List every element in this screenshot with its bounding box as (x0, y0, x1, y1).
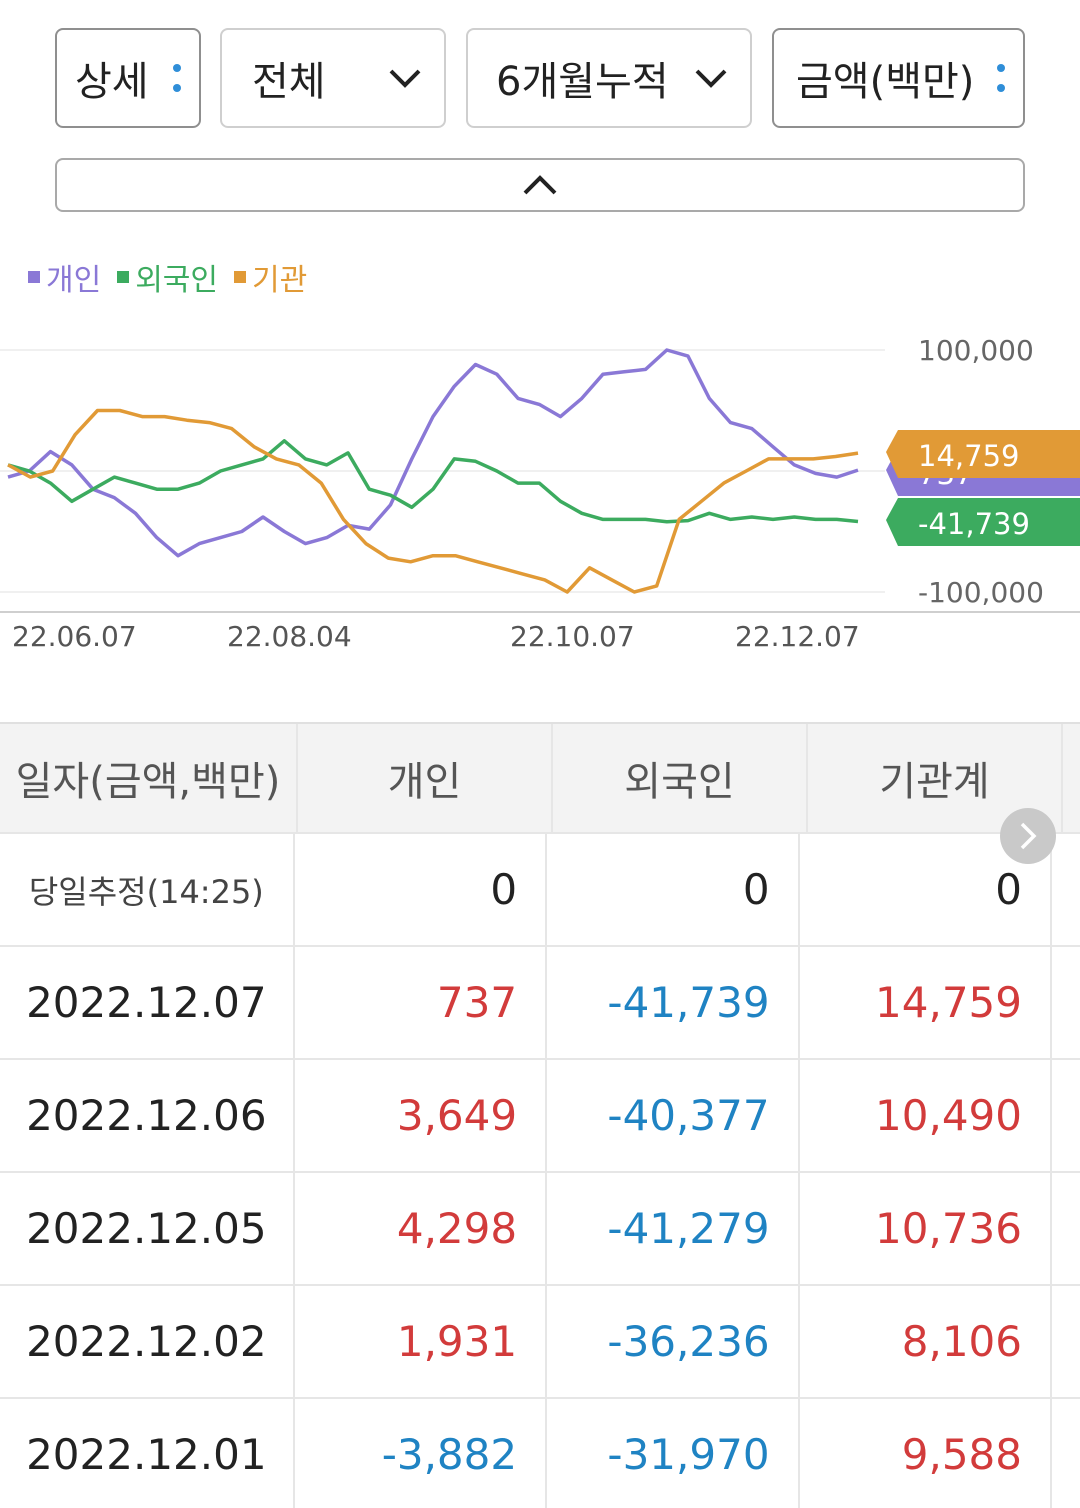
price-tag-foreign-bg (886, 498, 1080, 546)
row-institution: 10,736 (800, 1173, 1052, 1284)
row-individual: 1,931 (295, 1286, 548, 1397)
legend-item-foreign[interactable]: 외국인 (117, 255, 218, 299)
row-individual: 4,298 (295, 1173, 548, 1284)
estimate-institution: 0 (800, 834, 1052, 945)
row-spacer (1052, 1399, 1080, 1508)
investor-table: 일자(금액,백만) 개인 외국인 기관계 당일추정(14:25) 0 0 0 2… (0, 722, 1080, 1508)
more-dots-icon (995, 60, 1005, 96)
scope-dropdown[interactable]: 전체 (220, 28, 446, 128)
legend-label: 외국인 (135, 263, 219, 298)
collapse-chart-button[interactable] (55, 158, 1025, 212)
row-institution: 8,106 (800, 1286, 1052, 1397)
row-spacer (1052, 1173, 1080, 1284)
scroll-right-button[interactable] (1000, 808, 1056, 864)
legend-swatch (28, 271, 40, 283)
table-header: 일자(금액,백만) 개인 외국인 기관계 (0, 722, 1080, 834)
table-row: 2022.12.01 -3,882 -31,970 9,588 (0, 1399, 1080, 1508)
estimate-foreign: 0 (547, 834, 800, 945)
more-dots-icon (171, 60, 181, 96)
series-line-0 (7, 348, 859, 558)
detail-dropdown[interactable]: 상세 (55, 28, 201, 128)
chart-legend: 개인 외국인 기관 (28, 255, 307, 299)
row-individual: -3,882 (295, 1399, 548, 1508)
row-foreign: -41,739 (547, 947, 800, 1058)
row-foreign: -40,377 (547, 1060, 800, 1171)
row-spacer (1052, 834, 1080, 945)
scope-dropdown-label: 전체 (252, 59, 326, 105)
legend-item-institution[interactable]: 기관 (234, 255, 307, 299)
y-tick-label: 100,000 (918, 334, 1034, 367)
row-institution: 14,759 (800, 947, 1052, 1058)
table-row-estimate: 당일추정(14:25) 0 0 0 (0, 834, 1080, 947)
price-tag-institution-label: 14,759 (918, 439, 1019, 473)
legend-label: 개인 (46, 263, 102, 298)
row-foreign: -31,970 (547, 1399, 800, 1508)
investor-trend-chart[interactable]: 100,000 -100,000 22.06.07 22.08.04 22.10.07 2… (0, 300, 1080, 660)
estimate-label: 당일추정(14:25) (0, 834, 295, 945)
row-spacer (1052, 947, 1080, 1058)
unit-dropdown-label: 금액(백만) (796, 59, 975, 105)
header-institution[interactable]: 기관계 (808, 724, 1063, 832)
row-date: 2022.12.06 (0, 1060, 295, 1171)
series-line-2 (7, 408, 859, 594)
row-institution: 9,588 (800, 1399, 1052, 1508)
detail-dropdown-label: 상세 (75, 59, 149, 105)
row-spacer (1052, 1060, 1080, 1171)
row-foreign: -41,279 (547, 1173, 800, 1284)
unit-dropdown[interactable]: 금액(백만) (772, 28, 1025, 128)
chevron-down-icon (389, 69, 421, 88)
row-date: 2022.12.07 (0, 947, 295, 1058)
header-foreign[interactable]: 외국인 (553, 724, 808, 832)
header-spacer (1063, 724, 1080, 832)
legend-swatch (117, 271, 130, 283)
row-date: 2022.12.01 (0, 1399, 295, 1508)
row-foreign: -36,236 (547, 1286, 800, 1397)
row-date: 2022.12.02 (0, 1286, 295, 1397)
period-dropdown-label: 6개월누적 (496, 59, 669, 105)
table-row: 2022.12.05 4,298 -41,279 10,736 (0, 1173, 1080, 1286)
row-institution: 10,490 (800, 1060, 1052, 1171)
legend-swatch (234, 271, 247, 283)
estimate-individual: 0 (295, 834, 548, 945)
legend-label: 기관 (252, 263, 308, 298)
filter-bar: 상세 전체 6개월누적 금액(백만) (55, 28, 1025, 128)
x-tick-label: 22.10.07 (510, 620, 635, 653)
row-individual: 3,649 (295, 1060, 548, 1171)
chevron-right-icon (1020, 822, 1037, 850)
chevron-up-icon (523, 175, 557, 195)
row-date: 2022.12.05 (0, 1173, 295, 1284)
series-line-1 (7, 439, 859, 524)
header-date[interactable]: 일자(금액,백만) (0, 724, 298, 832)
row-individual: 737 (295, 947, 548, 1058)
chevron-down-icon (695, 69, 727, 88)
legend-item-individual[interactable]: 개인 (28, 255, 101, 299)
x-tick-label: 22.08.04 (227, 620, 352, 653)
table-row: 2022.12.02 1,931 -36,236 8,106 (0, 1286, 1080, 1399)
table-row: 2022.12.06 3,649 -40,377 10,490 (0, 1060, 1080, 1173)
price-tag-institution-bg (886, 430, 1080, 478)
x-tick-label: 22.06.07 (12, 620, 137, 653)
period-dropdown[interactable]: 6개월누적 (466, 28, 752, 128)
y-tick-label: -100,000 (918, 576, 1044, 609)
x-tick-label: 22.12.07 (735, 620, 860, 653)
row-spacer (1052, 1286, 1080, 1397)
table-row: 2022.12.07 737 -41,739 14,759 (0, 947, 1080, 1060)
price-tag-foreign-label: -41,739 (918, 507, 1030, 541)
header-individual[interactable]: 개인 (298, 724, 553, 832)
